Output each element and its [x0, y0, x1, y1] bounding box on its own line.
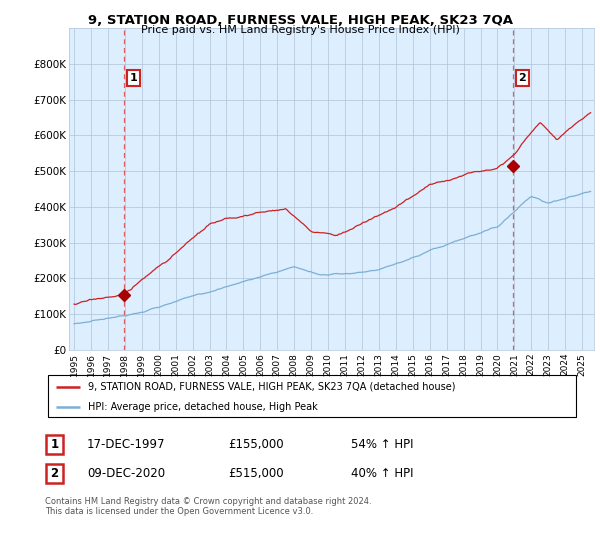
Text: £515,000: £515,000: [228, 466, 284, 480]
Text: Contains HM Land Registry data © Crown copyright and database right 2024.
This d: Contains HM Land Registry data © Crown c…: [45, 497, 371, 516]
Text: 9, STATION ROAD, FURNESS VALE, HIGH PEAK, SK23 7QA (detached house): 9, STATION ROAD, FURNESS VALE, HIGH PEAK…: [88, 382, 455, 392]
Text: 17-DEC-1997: 17-DEC-1997: [87, 437, 166, 451]
Text: 09-DEC-2020: 09-DEC-2020: [87, 466, 165, 480]
Text: Price paid vs. HM Land Registry's House Price Index (HPI): Price paid vs. HM Land Registry's House …: [140, 25, 460, 35]
Text: 2: 2: [50, 466, 59, 480]
Text: £155,000: £155,000: [228, 437, 284, 451]
Text: 54% ↑ HPI: 54% ↑ HPI: [351, 437, 413, 451]
Text: 40% ↑ HPI: 40% ↑ HPI: [351, 466, 413, 480]
Text: 1: 1: [129, 73, 137, 83]
Text: HPI: Average price, detached house, High Peak: HPI: Average price, detached house, High…: [88, 402, 317, 412]
Text: 9, STATION ROAD, FURNESS VALE, HIGH PEAK, SK23 7QA: 9, STATION ROAD, FURNESS VALE, HIGH PEAK…: [88, 14, 512, 27]
Text: 1: 1: [50, 437, 59, 451]
Text: 2: 2: [518, 73, 526, 83]
